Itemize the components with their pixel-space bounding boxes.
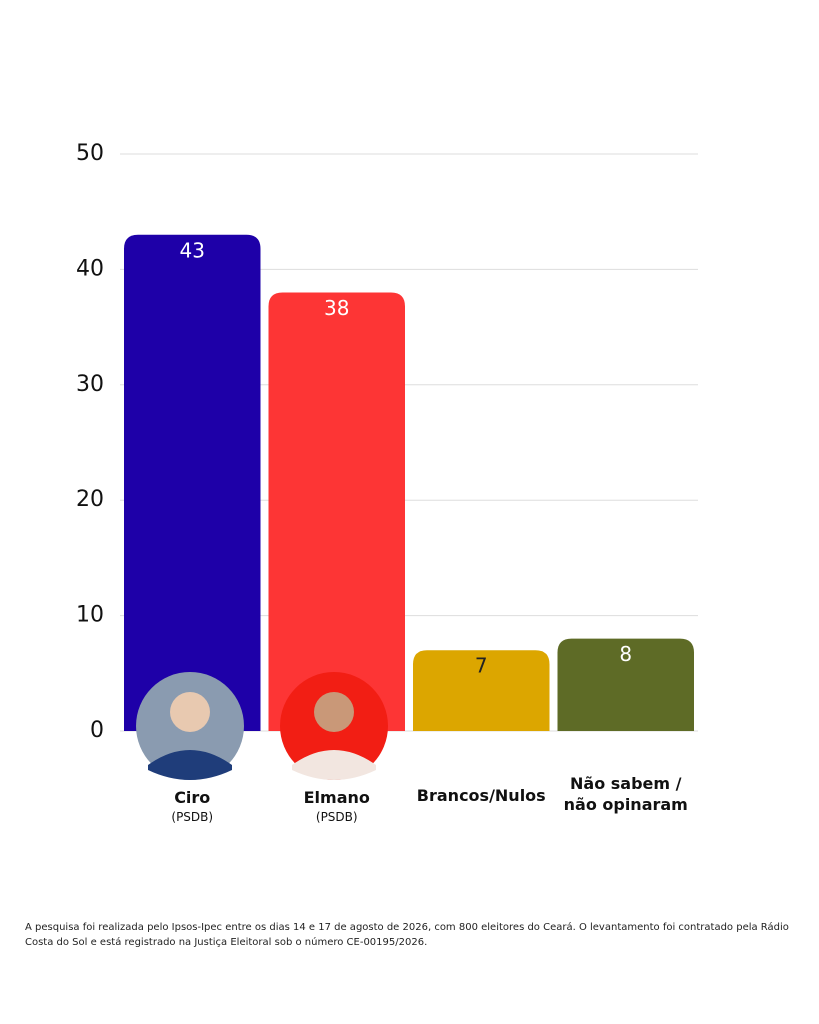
category-label: Ciro (PSDB) (122, 787, 262, 826)
footnote: A pesquisa foi realizada pelo Ipsos-Ipec… (25, 922, 789, 948)
candidate-photo-face (314, 692, 354, 732)
bar (268, 292, 405, 731)
y-tick-label: 50 (76, 141, 104, 166)
category-label: Elmano (PSDB) (267, 787, 407, 826)
y-tick-label: 20 (76, 487, 104, 512)
candidate-photo-face (170, 692, 210, 732)
value-label: 7 (475, 654, 488, 678)
candidate-photo-body (148, 750, 232, 780)
category-label: Não sabem / não opinaram (556, 773, 696, 815)
category-label: Brancos/Nulos (411, 785, 551, 806)
value-label: 43 (180, 238, 205, 262)
y-tick-label: 10 (76, 603, 104, 628)
bar (557, 638, 694, 731)
category-name: Não sabem / não opinaram (563, 774, 688, 814)
bar (413, 650, 550, 731)
y-tick-label: 30 (76, 372, 104, 397)
category-name: Brancos/Nulos (416, 786, 546, 805)
category-name: Ciro (174, 788, 211, 807)
category-party: (PSDB) (315, 810, 358, 824)
candidate-photo-body (292, 750, 376, 780)
bar (124, 234, 261, 731)
y-tick-label: 40 (76, 256, 104, 281)
y-tick-label: 0 (90, 718, 104, 743)
category-party: (PSDB) (171, 810, 214, 824)
value-label: 38 (324, 296, 349, 320)
value-label: 8 (619, 642, 632, 666)
photos (136, 672, 388, 780)
category-name: Elmano (303, 788, 370, 807)
